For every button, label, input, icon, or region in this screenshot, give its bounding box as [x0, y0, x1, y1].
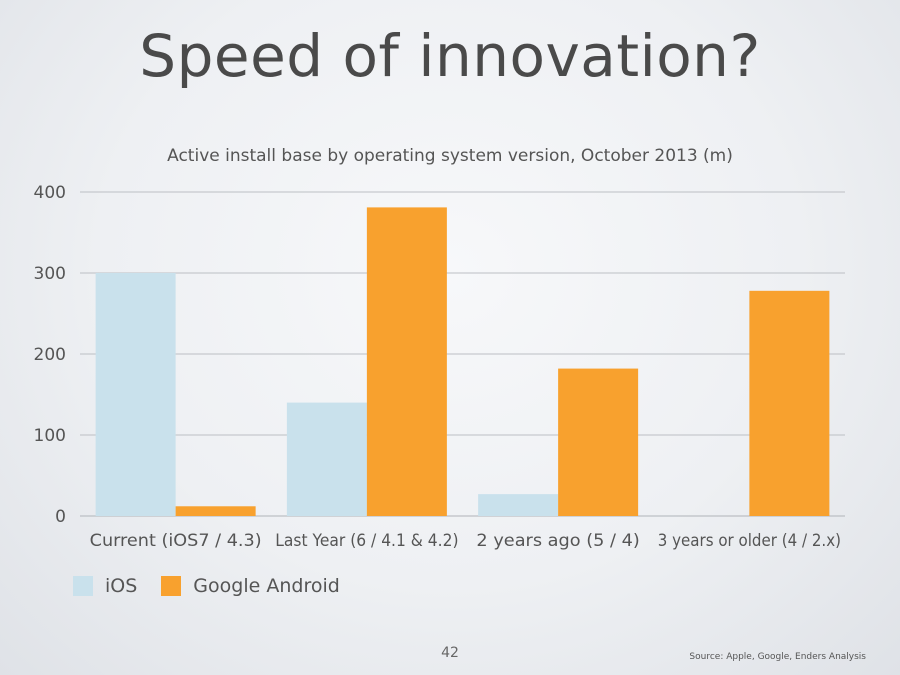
x-tick-label: Last Year (6 / 4.1 & 4.2): [275, 531, 458, 551]
bar-android-3: [749, 290, 830, 516]
bar-android-0: [175, 506, 256, 516]
legend-item-android: Google Android: [161, 575, 340, 597]
y-tick-label: 0: [55, 507, 66, 527]
y-tick-label: 200: [34, 345, 66, 365]
y-tick-labels: 0 100 200 300 400: [34, 183, 66, 527]
legend-swatch-android: [161, 576, 182, 596]
page-number: 42: [441, 645, 459, 661]
bar-ios-2: [478, 494, 559, 516]
legend-label-android: Google Android: [193, 575, 340, 597]
source-note: Source: Apple, Google, Enders Analysis: [689, 652, 866, 662]
y-tick-label: 300: [34, 264, 66, 284]
bars: [95, 207, 830, 516]
legend-swatch-ios: [73, 576, 93, 596]
grid-lines: [80, 191, 845, 517]
chart-title: Active install base by operating system …: [167, 146, 733, 166]
slide-title: Speed of innovation?: [139, 22, 761, 90]
bar-android-1: [366, 207, 447, 516]
x-tick-label: 2 years ago (5 / 4): [476, 531, 639, 551]
x-tick-label: Current (iOS7 / 4.3): [90, 531, 262, 551]
bar-android-2: [558, 368, 639, 516]
legend-label-ios: iOS: [105, 575, 138, 597]
bar-ios-0: [95, 273, 176, 516]
y-tick-label: 400: [34, 183, 66, 203]
x-tick-label: 3 years or older (4 / 2.x): [658, 531, 841, 551]
chart-legend: iOS Google Android: [73, 575, 364, 597]
bar-ios-1: [286, 402, 367, 516]
bar-chart: 0 100 200 300 400 Current (iOS7 / 4.3) Last Y…: [34, 183, 845, 551]
y-tick-label: 100: [34, 426, 66, 446]
legend-item-ios: iOS: [73, 575, 137, 597]
x-tick-labels: Current (iOS7 / 4.3) Last Year (6 / 4.1 &…: [90, 531, 841, 551]
